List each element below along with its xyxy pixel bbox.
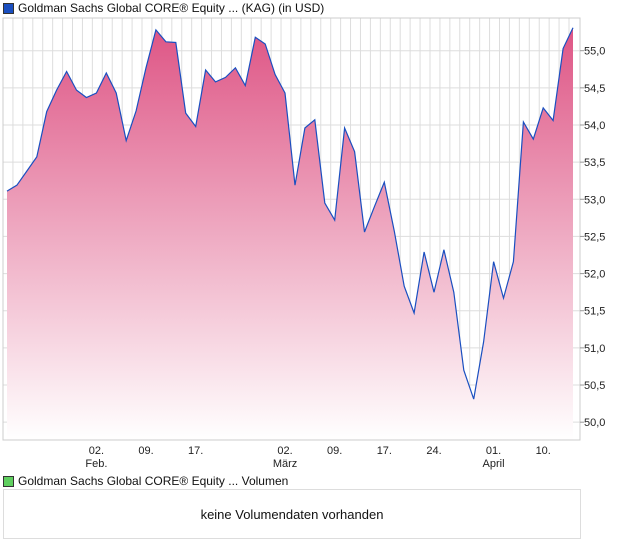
- y-tick-label: 52,0: [584, 269, 605, 281]
- x-tick-label: 24.: [426, 445, 441, 457]
- volume-message: keine Volumendaten vorhanden: [200, 506, 384, 522]
- y-tick-label: 51,5: [584, 306, 605, 318]
- x-month-label: April: [483, 458, 505, 470]
- y-tick-label: 50,0: [584, 417, 605, 429]
- volume-legend-label: Goldman Sachs Global CORE® Equity ... Vo…: [18, 474, 289, 488]
- x-month-label: März: [273, 458, 297, 470]
- x-month-label: Feb.: [85, 458, 107, 470]
- y-tick-label: 52,5: [584, 231, 605, 243]
- x-tick-label: 09.: [138, 445, 153, 457]
- price-legend-swatch: [3, 2, 14, 14]
- x-tick-label: 17.: [377, 445, 392, 457]
- price-area: [7, 27, 574, 440]
- plot-frame: [2, 17, 581, 441]
- price-legend: Goldman Sachs Global CORE® Equity ... (K…: [3, 1, 324, 15]
- y-tick-label: 54,5: [584, 83, 605, 95]
- y-tick-label: 55,0: [584, 46, 605, 58]
- price-legend-label: Goldman Sachs Global CORE® Equity ... (K…: [18, 1, 325, 15]
- x-tick-label: 02.: [277, 445, 292, 457]
- y-tick-label: 53,0: [584, 194, 605, 206]
- y-tick-label: 54,0: [584, 120, 605, 132]
- volume-legend: Goldman Sachs Global CORE® Equity ... Vo…: [3, 474, 288, 488]
- x-tick-label: 01.: [486, 445, 501, 457]
- volume-panel: keine Volumendaten vorhanden: [3, 489, 581, 539]
- x-tick-label: 02.: [89, 445, 104, 457]
- y-tick-label: 53,5: [584, 157, 605, 169]
- y-tick-label: 50,5: [584, 380, 605, 392]
- volume-legend-swatch: [3, 475, 14, 487]
- x-tick-label: 09.: [327, 445, 342, 457]
- price-line: [6, 27, 574, 400]
- x-tick-label: 17.: [188, 445, 203, 457]
- y-tick-label: 51,0: [584, 343, 605, 355]
- price-chart: 50,0 50,5 51,0 51,5 52,0 52,5 53,0 53,5 54,0 54,5…: [2, 17, 605, 470]
- x-tick-label: 10.: [536, 445, 551, 457]
